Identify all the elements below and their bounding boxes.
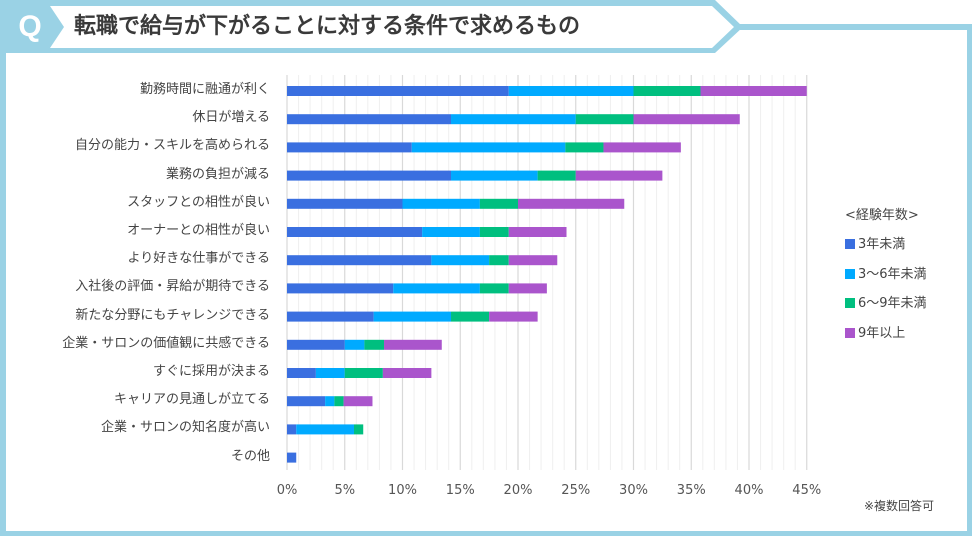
bar-segment [508, 227, 567, 237]
header-title-box [50, 6, 734, 48]
x-tick-label: 0% [276, 483, 298, 498]
legend-swatch [845, 239, 855, 249]
bar-segment [287, 170, 452, 181]
category-label: 企業・サロンの価値観に共感できる [62, 335, 270, 351]
bar-segment [508, 283, 547, 294]
bar-segment [296, 424, 354, 435]
legend-swatch [845, 268, 855, 279]
bar-segment [343, 396, 373, 407]
category-label: キャリアの見通しが立てる [113, 392, 270, 408]
category-label: 休日が増える [192, 110, 270, 126]
bar-segment [479, 198, 518, 209]
category-label: 業務の負担が減る [165, 166, 270, 182]
legend-item: 3年未満 [845, 233, 905, 252]
bar-segment [451, 311, 490, 322]
bar-segment [508, 255, 558, 266]
bar-segment [422, 227, 480, 237]
category-label: より好きな仕事ができる [127, 251, 270, 267]
legend-title: <経験年数> [845, 208, 919, 223]
bar-segment [575, 114, 634, 125]
bar-segment [287, 198, 403, 209]
bar-segment [344, 368, 383, 378]
bar-segment [633, 86, 701, 96]
legend-label: 9年以上 [858, 325, 906, 341]
bar-segment [287, 283, 394, 294]
bar-segment [384, 339, 442, 350]
bar-segment [373, 311, 452, 322]
frame-bottom-border [0, 531, 972, 536]
x-tick-label: 35% [676, 483, 706, 498]
category-label: 自分の能力・スキルを高められる [74, 138, 270, 154]
frame-top-line [740, 24, 972, 30]
bar-segment [287, 396, 326, 407]
category-label: 企業・サロンの知名度が高い [100, 420, 270, 436]
x-tick-label: 45% [792, 483, 822, 498]
x-tick-label: 10% [388, 483, 417, 498]
bar-segment [287, 114, 452, 125]
bar-segment [287, 424, 297, 435]
q-mark: Q [18, 10, 42, 43]
frame-right-border [967, 24, 972, 536]
legend-swatch [845, 327, 855, 338]
category-label: スタッフとの相性が良い [127, 194, 270, 210]
bar-segment [353, 424, 364, 435]
bar-segment [508, 86, 634, 96]
category-label: その他 [230, 448, 270, 464]
bar-segment [575, 170, 663, 181]
x-tick-label: 30% [619, 483, 648, 498]
category-label: オーナーとの相性が良い [127, 223, 270, 238]
page-title: 転職で給与が下がることに対する条件で求めるもの [74, 14, 581, 39]
bar-segment [603, 142, 681, 153]
bar-segment [344, 339, 365, 350]
bar-segment [287, 227, 423, 237]
bar-segment [287, 142, 412, 153]
bar-segment [334, 396, 344, 407]
bar-segment [402, 198, 480, 209]
x-tick-label: 15% [445, 483, 475, 498]
bar-segment [700, 86, 807, 96]
bar-segment [565, 142, 604, 153]
bar-segment [451, 170, 538, 181]
bar-segment [287, 86, 509, 96]
bar-segment [287, 339, 345, 350]
bar-segment [287, 255, 432, 266]
bar-segment [325, 396, 335, 407]
bar-segment [287, 368, 316, 378]
bar-segment [393, 283, 480, 294]
x-tick-label: 5% [334, 483, 356, 498]
bar-segment [431, 255, 490, 266]
category-label: 入社後の評価・昇給が期待できる [75, 279, 270, 295]
bar-segment [382, 368, 432, 378]
bar-segment [287, 452, 297, 463]
bar-segment [315, 368, 345, 378]
category-label: すぐに採用が決まる [152, 364, 270, 379]
legend-label: 3〜6年未満 [858, 266, 927, 282]
bar-segment [633, 114, 740, 125]
category-label: 勤務時間に融通が利く [139, 82, 270, 97]
legend-swatch [845, 298, 855, 308]
bar-segment [411, 142, 566, 153]
bar-segment [489, 255, 509, 266]
legend-label: 3年未満 [858, 237, 906, 252]
bar-segment [451, 114, 576, 125]
bar-segment [287, 311, 374, 322]
legend-label: 6〜9年未満 [858, 296, 927, 311]
legend-item: 9年以上 [845, 322, 905, 341]
bar-segment [364, 339, 385, 350]
multiple-answer-note: ※複数回答可 [864, 499, 935, 513]
category-label: 新たな分野にもチャレンジできる [75, 307, 270, 323]
legend-item: 3〜6年未満 [845, 263, 927, 282]
bar-segment [479, 227, 509, 237]
bar-segment [489, 311, 538, 322]
bar-segment [479, 283, 509, 294]
frame-left-border [0, 53, 6, 536]
legend-item: 6〜9年未満 [845, 292, 927, 311]
bar-segment [537, 170, 576, 181]
x-tick-label: 20% [503, 483, 533, 498]
x-tick-label: 25% [561, 483, 591, 498]
bar-segment [518, 198, 625, 209]
x-tick-label: 40% [734, 483, 764, 498]
